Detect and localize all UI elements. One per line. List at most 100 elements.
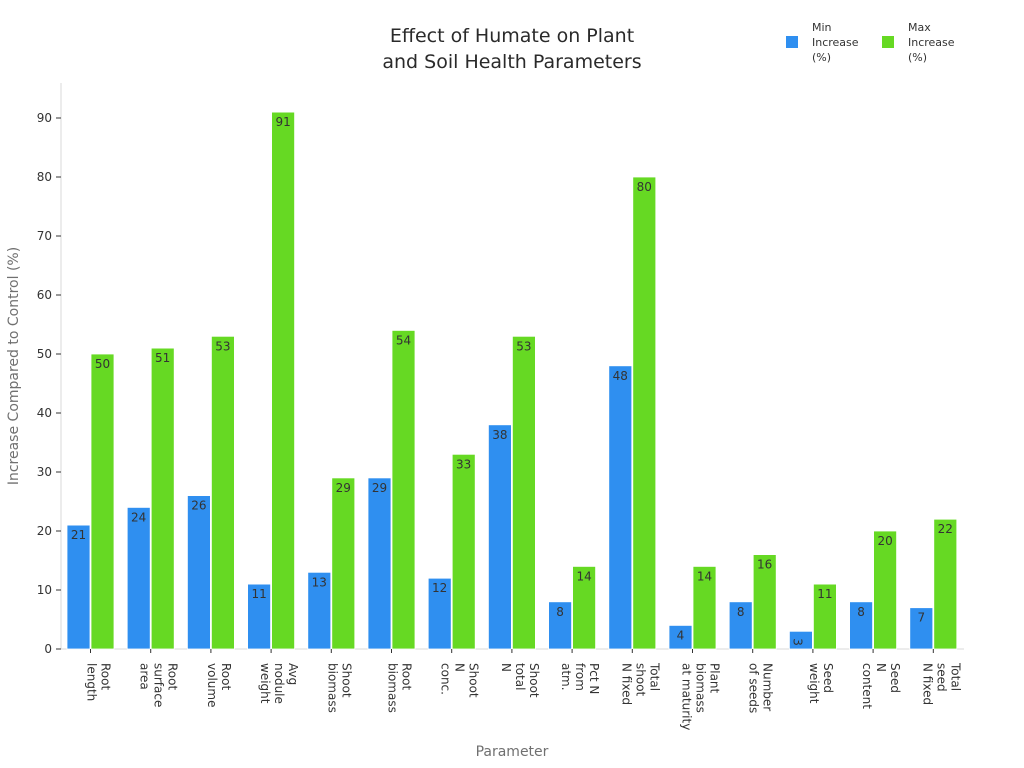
bar-min-increase [427, 577, 452, 650]
bar-max-increase [692, 566, 717, 650]
legend-label: Increase [812, 36, 859, 49]
x-category-label: length [85, 663, 99, 701]
bar-value-label-max: 54 [396, 333, 411, 347]
x-category-label: seed [934, 663, 948, 692]
x-category-label: weight [807, 663, 821, 704]
bar-value-label-min: 13 [312, 575, 327, 589]
x-category-label: Root [219, 663, 233, 690]
x-category-label: N fixed [920, 663, 934, 705]
bar-min-increase [728, 601, 753, 650]
x-category-label: area [138, 663, 152, 690]
y-tick-label: 40 [37, 406, 52, 420]
bar-max-increase [632, 176, 657, 650]
bar-min-increase [487, 424, 512, 650]
bar-value-label-min: 3 [790, 638, 804, 646]
x-category-label: Total [647, 662, 661, 691]
bar-max-increase [933, 518, 958, 650]
x-category-label: of seeds [747, 663, 761, 713]
x-category-label: biomass [694, 663, 708, 713]
bar-max-increase [572, 566, 596, 650]
bar-max-increase [210, 335, 235, 650]
x-category-label: at maturity [680, 663, 694, 730]
bar-min-increase [367, 477, 392, 650]
x-category-label: Seed [821, 663, 835, 693]
x-category-label: Root [99, 663, 113, 690]
bar-value-label-min: 21 [71, 528, 86, 542]
bar-max-increase [752, 554, 777, 650]
chart-title-line-1: Effect of Humate on Plant [390, 25, 634, 47]
x-category-label: shoot [633, 663, 647, 697]
x-category-label: N [499, 663, 513, 672]
bar-value-label-min: 4 [677, 628, 685, 642]
y-tick-label: 0 [44, 642, 52, 656]
bar-value-label-min: 48 [613, 369, 628, 383]
y-tick-label: 60 [37, 288, 52, 302]
bar-value-label-max: 91 [275, 115, 290, 129]
bar-value-label-min: 11 [251, 587, 266, 601]
y-tick-label: 20 [37, 524, 52, 538]
bar-value-label-min: 24 [131, 510, 146, 524]
bar-max-increase [90, 353, 115, 650]
x-category-label: from [573, 663, 587, 691]
bar-max-increase [391, 329, 416, 650]
x-category-label: Plant [708, 663, 722, 694]
y-axis-ticks: 0 10 20 30 40 50 60 70 80 90 [37, 111, 61, 656]
bar-value-label-max: 53 [215, 339, 230, 353]
legend-label: (%) [908, 51, 927, 64]
bar-value-label-max: 80 [637, 180, 652, 194]
bar-max-increase [873, 530, 897, 650]
bar-value-label-max: 53 [516, 339, 531, 353]
x-category-label: Root [400, 663, 414, 690]
bar-min-increase [668, 625, 693, 650]
x-category-label: surface [152, 663, 166, 707]
x-category-label: atm. [559, 663, 573, 691]
chart-title-line-2: and Soil Health Parameters [382, 51, 641, 73]
bar-value-label-max: 50 [95, 357, 110, 371]
x-category-label: Root [166, 663, 180, 690]
bar-min-increase [909, 607, 934, 650]
x-category-label: Total [948, 662, 962, 691]
legend-swatch [786, 36, 798, 48]
bar-value-label-min: 7 [917, 611, 925, 625]
x-category-label: N [453, 663, 467, 672]
bar-value-label-max: 29 [336, 481, 351, 495]
bar-max-increase [150, 347, 175, 650]
bar-value-label-min: 38 [492, 428, 507, 442]
bar-value-label-max: 22 [938, 522, 953, 536]
x-category-label: Pct N [587, 663, 601, 694]
bar-value-label-min: 8 [556, 605, 564, 619]
x-category-label: content [860, 663, 874, 709]
y-tick-label: 30 [37, 465, 52, 479]
x-category-label: total [513, 663, 527, 690]
bar-value-label-min: 26 [191, 499, 206, 513]
x-category-label: N [874, 663, 888, 672]
bar-value-label-max: 16 [757, 558, 772, 572]
y-tick-label: 50 [37, 347, 52, 361]
y-tick-label: 90 [37, 111, 52, 125]
x-category-label: N fixed [619, 663, 633, 705]
bar-min-increase [186, 495, 211, 650]
y-axis-title: Increase Compared to Control (%) [6, 247, 22, 485]
x-axis-title: Parameter [476, 744, 549, 760]
bar-value-label-min: 8 [857, 605, 865, 619]
x-category-label: biomass [386, 663, 400, 713]
legend: Min Increase (%) Max Increase (%) [786, 21, 955, 64]
x-category-label: Shoot [339, 663, 353, 698]
bar-value-label-max: 14 [697, 569, 712, 583]
bar-value-label-max: 20 [877, 534, 892, 548]
x-category-label: conc. [439, 663, 453, 695]
legend-label: Max [908, 21, 931, 34]
bar-min-increase [608, 365, 633, 650]
bar-value-label-min: 29 [372, 481, 387, 495]
x-category-label: Avg [286, 663, 300, 685]
bar-max-increase [813, 583, 837, 650]
bar-max-increase [331, 477, 356, 650]
bar-max-increase [512, 335, 536, 650]
bar-max-increase [451, 453, 476, 650]
legend-label: Increase [908, 36, 955, 49]
x-category-label: volume [205, 663, 219, 707]
x-category-label: Shoot [467, 663, 481, 698]
